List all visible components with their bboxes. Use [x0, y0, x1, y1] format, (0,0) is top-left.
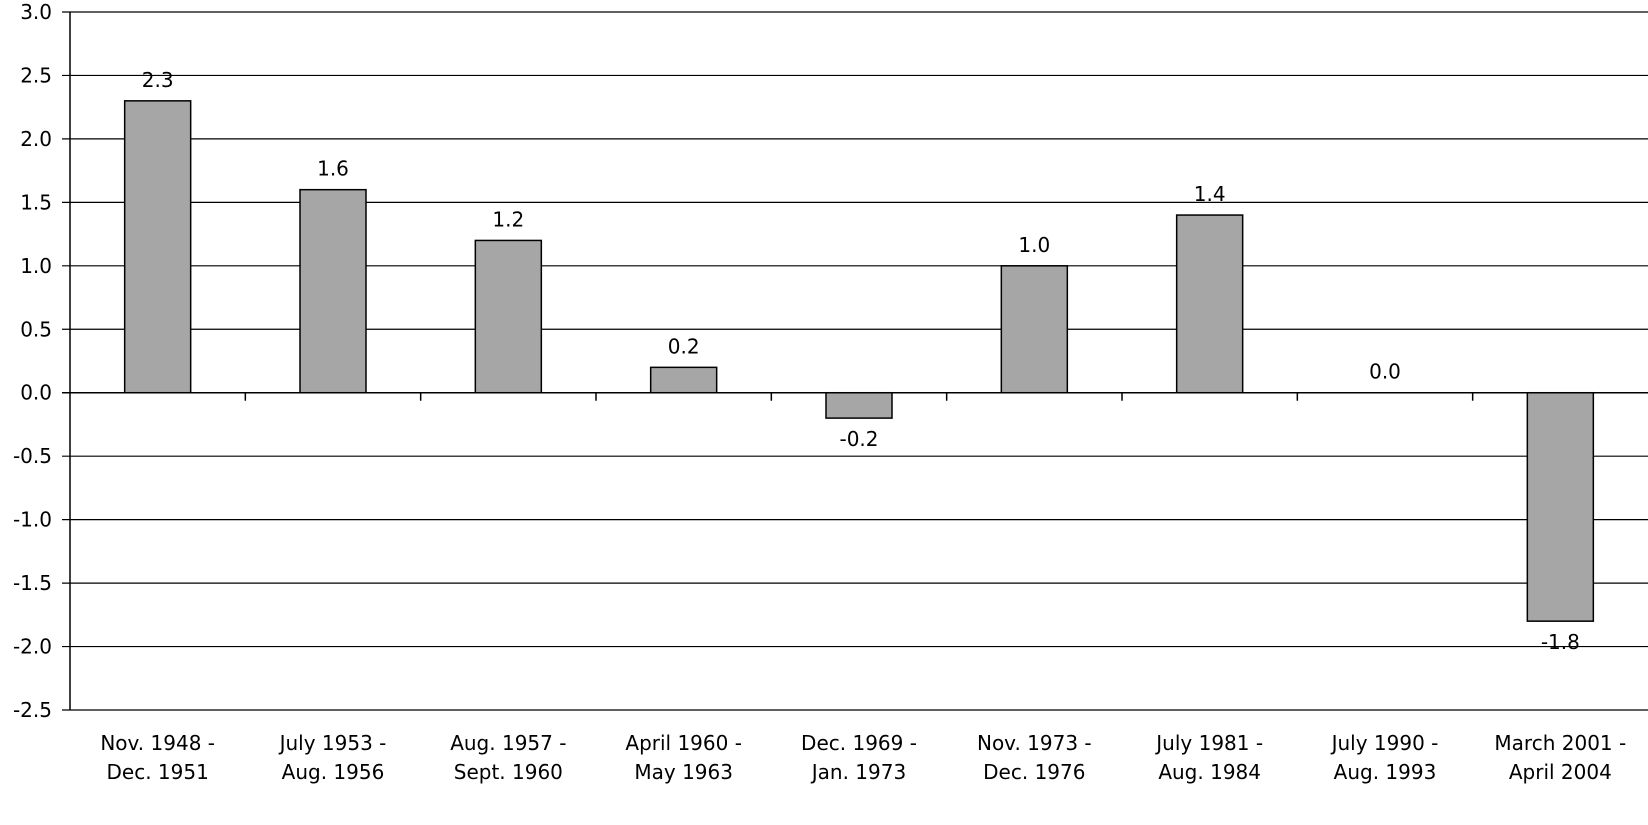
- bar: [1175, 214, 1244, 394]
- bar: [1000, 265, 1069, 394]
- category-label: Nov. 1973 -: [977, 731, 1092, 755]
- y-tick-label: 1.0: [20, 254, 52, 278]
- y-tick-label: -2.5: [13, 698, 52, 722]
- y-tick-label: 2.0: [20, 127, 52, 151]
- data-label: 1.0: [1018, 233, 1050, 257]
- category-label: May 1963: [634, 760, 733, 784]
- bar: [1526, 391, 1595, 622]
- category-label: April 1960 -: [625, 731, 742, 755]
- category-label: Dec. 1976: [983, 760, 1085, 784]
- data-label: 1.6: [317, 157, 349, 181]
- category-label: July 1990 -: [1330, 731, 1439, 755]
- y-tick-label: -2.0: [13, 635, 52, 659]
- data-label: 2.3: [142, 68, 174, 92]
- y-tick-label: 2.5: [20, 63, 52, 87]
- y-tick-label: -0.5: [13, 444, 52, 468]
- y-tick-label: -1.5: [13, 571, 52, 595]
- bar: [649, 366, 718, 394]
- category-label: April 2004: [1509, 760, 1612, 784]
- category-label: Aug. 1984: [1158, 760, 1261, 784]
- category-label: Aug. 1956: [282, 760, 385, 784]
- category-labels: Nov. 1948 - Dec. 1951 July 1953 - Aug. 1956…: [100, 731, 1626, 784]
- data-label: 0.0: [1369, 360, 1401, 384]
- category-label: July 1953 -: [278, 731, 387, 755]
- y-tick-label: 0.5: [20, 317, 52, 341]
- category-label: Aug. 1993: [1334, 760, 1437, 784]
- category-label: July 1981 -: [1154, 731, 1263, 755]
- category-label: Dec. 1951: [107, 760, 209, 784]
- bar: [123, 100, 192, 394]
- category-label: Aug. 1957 -: [450, 731, 566, 755]
- data-label: -0.2: [839, 427, 878, 451]
- category-label: Jan. 1973: [810, 760, 906, 784]
- data-label: 1.4: [1194, 182, 1226, 206]
- data-labels: 2.3 1.6 1.2 0.2 -0.2 1.0 1.4 0.0 -1.8: [142, 68, 1580, 654]
- bars: [123, 100, 1595, 622]
- bar: [474, 239, 543, 394]
- category-label: March 2001 -: [1494, 731, 1626, 755]
- data-label: -1.8: [1541, 630, 1580, 654]
- category-label: Dec. 1969 -: [801, 731, 917, 755]
- y-tick-labels: 3.0 2.5 2.0 1.5 1.0 0.5 0.0 -0.5 -1.0 -1.5 -2.0 -2.…: [13, 0, 52, 722]
- y-tick-label: -1.0: [13, 508, 52, 532]
- bar: [299, 188, 367, 394]
- bar: [825, 391, 893, 419]
- category-label: Sept. 1960: [454, 760, 563, 784]
- category-label: Nov. 1948 -: [100, 731, 215, 755]
- data-label: 0.2: [668, 334, 700, 358]
- y-tick-label: 3.0: [20, 0, 52, 24]
- data-label: 1.2: [492, 207, 524, 231]
- y-tick-label: 1.5: [20, 190, 52, 214]
- axes: [62, 12, 1648, 710]
- y-tick-label: 0.0: [20, 381, 52, 405]
